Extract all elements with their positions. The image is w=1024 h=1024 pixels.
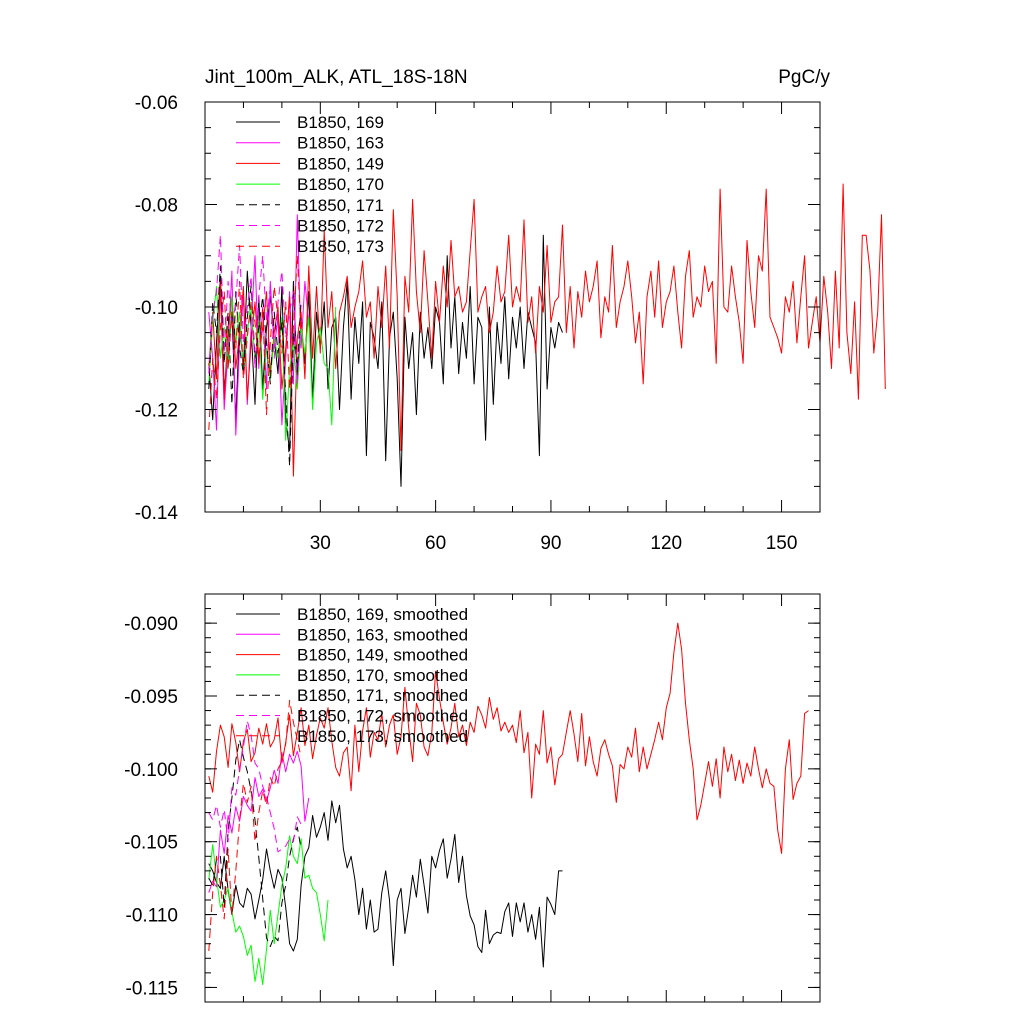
bottom-panel: -0.115 -0.110 -0.105 -0.100 -0.095 -0.090 B185… [124,593,821,1003]
y-tick-label: -0.090 [124,614,178,635]
top-panel: 30 60 90 120 150 -0.14 -0.12 -0.10 -0.08 -0.06 B18… [135,93,886,554]
legend-label: B1850, 173, smoothed [297,727,468,746]
y-tick-label: -0.100 [124,760,178,781]
series-line-bottom-1 [208,750,310,893]
x-tick-label: 120 [650,533,682,554]
series-line-bottom-2 [208,622,809,854]
legend-label: B1850, 163 [297,134,384,153]
legend-label: B1850, 149, smoothed [297,646,468,665]
legend-label: B1850, 172 [297,217,384,236]
series-line-top-2 [208,183,886,477]
series-line-bottom-4 [208,739,302,948]
y-tick-label: -0.08 [135,196,178,217]
y-tick-label: -0.095 [124,687,178,708]
plot-title: Jint_100m_ALK, ATL_18S-18N [205,67,468,88]
series-line-bottom-5 [208,720,302,853]
series-line-bottom-6 [208,699,302,952]
y-tick-label: -0.105 [124,833,178,854]
x-tick-label: 90 [540,533,561,554]
legend-label: B1850, 170, smoothed [297,666,468,685]
legend-label: B1850, 172, smoothed [297,707,468,726]
legend-label: B1850, 173 [297,237,384,256]
y-tick-label: -0.10 [135,298,178,319]
legend-label: B1850, 149 [297,154,384,173]
x-tick-label: 60 [425,533,446,554]
legend-label: B1850, 171, smoothed [297,686,468,705]
y-tick-label: -0.12 [135,401,178,422]
series-line-bottom-3 [208,835,329,985]
x-tick-label: 30 [310,533,331,554]
legend-label: B1850, 170 [297,175,384,194]
units-label: PgC/y [778,67,830,88]
y-tick-label: -0.14 [135,503,179,524]
legend-label: B1850, 171 [297,196,384,215]
y-tick-label: -0.06 [135,93,178,114]
x-tick-label: 150 [766,533,798,554]
series-line-top-3 [208,286,337,441]
legend-label: B1850, 169, smoothed [297,605,468,624]
y-tick-label: -0.110 [126,906,178,927]
series-line-bottom-0 [208,800,563,968]
series-line-top-6 [208,255,302,431]
legend-label: B1850, 163, smoothed [297,625,468,644]
y-tick-label: -0.115 [126,978,178,999]
legend-label: B1850, 169 [297,113,384,132]
